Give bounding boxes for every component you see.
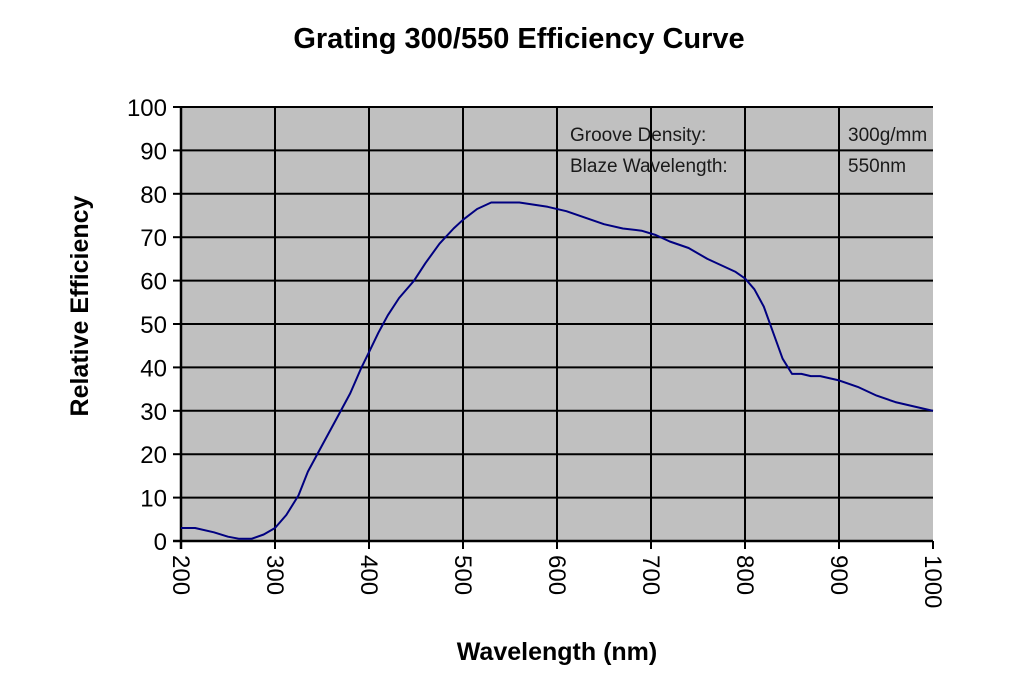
groove-density-value: 300g/mm — [848, 125, 927, 146]
blaze-wavelength-label: Blaze Wavelength: — [570, 156, 728, 177]
x-tick-labels: 200 300 400 500 600 700 800 900 1000 — [167, 555, 946, 608]
x-tick-label: 400 — [355, 555, 382, 595]
x-tick-label: 500 — [449, 555, 476, 595]
y-tick-label: 10 — [140, 486, 167, 513]
chart-title: Grating 300/550 Efficiency Curve — [293, 23, 744, 55]
grid-lines — [181, 106, 933, 541]
efficiency-series-line — [181, 201, 934, 540]
y-tick-label: 100 — [127, 95, 167, 122]
y-tick-label: 0 — [154, 529, 167, 556]
x-tick-label: 600 — [543, 555, 570, 595]
x-tick-label: 1000 — [919, 555, 946, 608]
x-axis-title: Wavelength (nm) — [457, 638, 657, 666]
y-tick-label: 50 — [140, 312, 167, 339]
y-tick-label: 80 — [140, 182, 167, 209]
blaze-wavelength-value: 550nm — [848, 156, 906, 177]
y-axis-title: Relative Efficiency — [66, 195, 94, 416]
x-tick-label: 900 — [825, 555, 852, 595]
y-tick-label: 20 — [140, 442, 167, 469]
y-tick-label: 90 — [140, 138, 167, 165]
axes — [173, 106, 934, 549]
x-tick-label: 800 — [731, 555, 758, 595]
grating-spec-annotation: Groove Density: 300g/mm Blaze Wavelength… — [570, 125, 927, 177]
x-tick-label: 200 — [167, 555, 194, 595]
x-tick-label: 700 — [637, 555, 664, 595]
y-tick-label: 30 — [140, 399, 167, 426]
y-tick-label: 40 — [140, 355, 167, 382]
groove-density-label: Groove Density: — [570, 125, 706, 146]
x-tick-label: 300 — [261, 555, 288, 595]
y-tick-label: 60 — [140, 269, 167, 296]
y-tick-labels: 0 10 20 30 40 50 60 70 80 90 100 — [127, 95, 167, 556]
y-tick-label: 70 — [140, 225, 167, 252]
